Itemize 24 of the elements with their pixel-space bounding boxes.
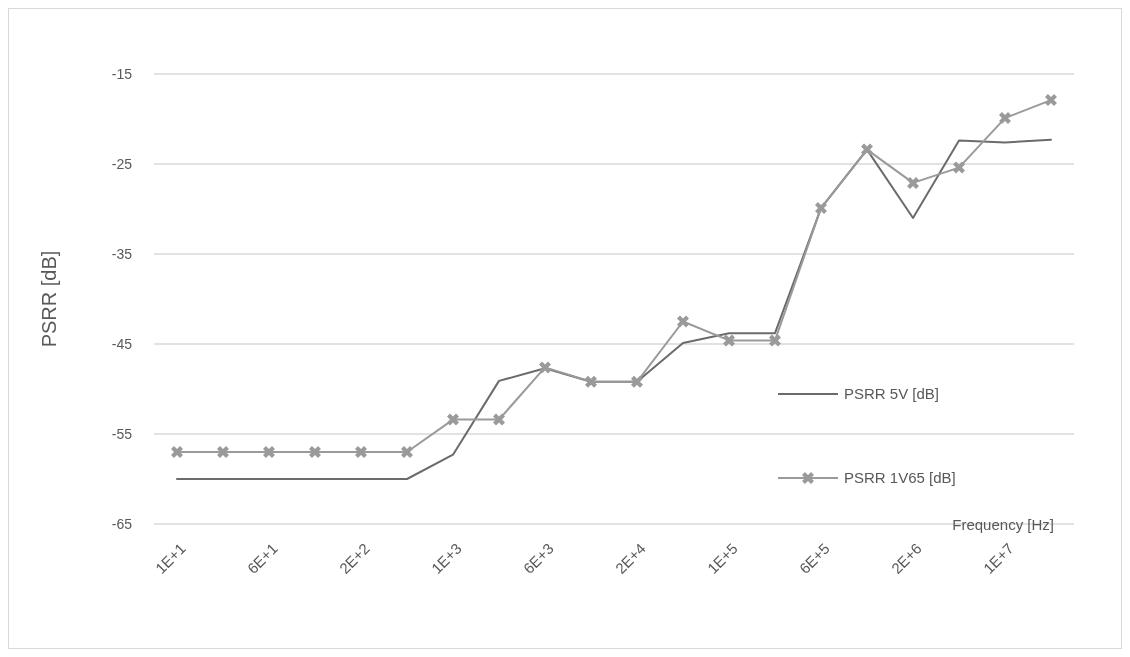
y-tick-label: -35 xyxy=(111,245,133,262)
point xyxy=(723,334,735,347)
point xyxy=(861,143,873,156)
y-axis-title: PSRR [dB] xyxy=(38,250,60,348)
point xyxy=(447,413,459,426)
y-tick-label: -15 xyxy=(111,65,133,82)
y-tick-label: -45 xyxy=(111,335,133,352)
y-tick-label: -25 xyxy=(111,155,133,172)
point xyxy=(769,334,781,347)
y-tick-label: -55 xyxy=(111,425,133,442)
legend-label: PSRR 5V [dB] xyxy=(844,385,940,403)
point xyxy=(1045,94,1057,107)
point xyxy=(631,375,643,388)
y-tick-label: -65 xyxy=(111,515,133,532)
point xyxy=(953,161,965,174)
point xyxy=(585,375,597,388)
point xyxy=(815,202,827,215)
point xyxy=(999,112,1011,125)
x-axis-title: Frequency [Hz] xyxy=(952,516,1054,533)
legend-label: PSRR 1V65 [dB] xyxy=(844,469,956,487)
point xyxy=(677,315,689,328)
point xyxy=(539,361,551,374)
point xyxy=(907,176,919,189)
point xyxy=(493,413,505,426)
